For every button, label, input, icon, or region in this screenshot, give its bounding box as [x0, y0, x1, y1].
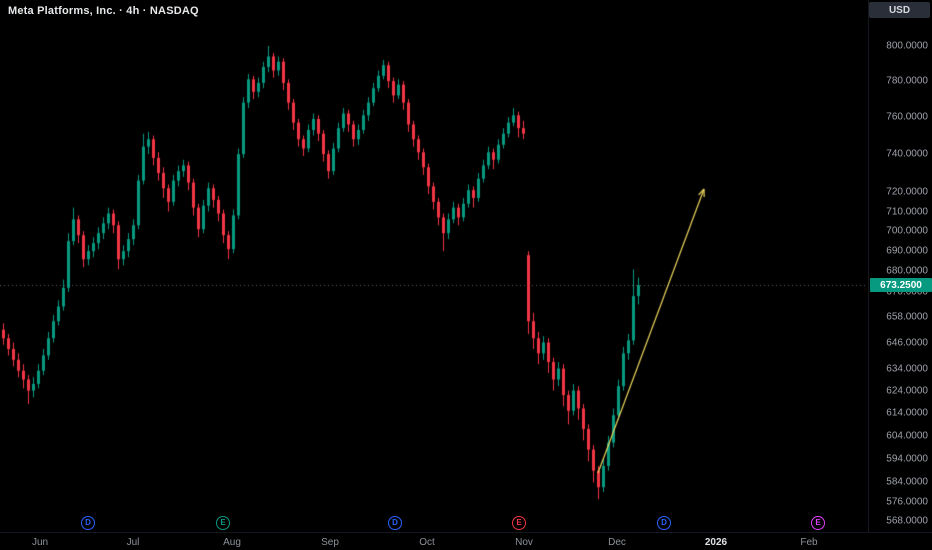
price-tick: 646.0000: [886, 337, 928, 349]
price-tick: 690.0000: [886, 245, 928, 257]
earnings-marker-icon[interactable]: E: [811, 516, 825, 530]
earnings-marker-icon[interactable]: E: [512, 516, 526, 530]
time-axis[interactable]: Jun Jul Aug Sep Oct Nov Dec 2026 Feb: [0, 532, 932, 550]
price-tick: 740.0000: [886, 148, 928, 160]
price-tick: 576.0000: [886, 496, 928, 508]
earnings-marker-icon[interactable]: E: [216, 516, 230, 530]
year-label: 2026: [704, 537, 728, 548]
month-label: Jun: [31, 537, 49, 548]
price-tick: 658.0000: [886, 311, 928, 323]
price-tick: 624.0000: [886, 385, 928, 397]
dividend-marker-icon[interactable]: D: [81, 516, 95, 530]
month-label: Nov: [515, 537, 533, 548]
month-label: Jul: [126, 537, 140, 548]
month-label: Aug: [223, 537, 241, 548]
price-axis[interactable]: 800.0000 780.0000 760.0000 740.0000 720.0000…: [868, 0, 932, 532]
price-tick: 634.0000: [886, 363, 928, 375]
price-tick: 594.0000: [886, 453, 928, 465]
price-tick: 700.0000: [886, 225, 928, 237]
month-label: Oct: [419, 537, 435, 548]
currency-toggle-button[interactable]: USD: [869, 2, 930, 18]
price-tick: 760.0000: [886, 111, 928, 123]
price-tick: 614.0000: [886, 407, 928, 419]
price-tick: 584.0000: [886, 476, 928, 488]
price-tick: 680.0000: [886, 265, 928, 277]
dividend-marker-icon[interactable]: D: [657, 516, 671, 530]
current-price-label: 673.2500: [870, 278, 932, 293]
month-label: Dec: [608, 537, 626, 548]
dividend-marker-icon[interactable]: D: [388, 516, 402, 530]
price-tick: 780.0000: [886, 75, 928, 87]
price-tick: 800.0000: [886, 40, 928, 52]
price-tick: 568.0000: [886, 515, 928, 527]
symbol-title[interactable]: Meta Platforms, Inc. · 4h · NASDAQ: [8, 5, 199, 17]
month-label: Feb: [800, 537, 818, 548]
price-tick: 604.0000: [886, 430, 928, 442]
price-chart-canvas[interactable]: [0, 0, 868, 532]
month-label: Sep: [321, 537, 339, 548]
price-tick: 720.0000: [886, 186, 928, 198]
price-tick: 710.0000: [886, 206, 928, 218]
